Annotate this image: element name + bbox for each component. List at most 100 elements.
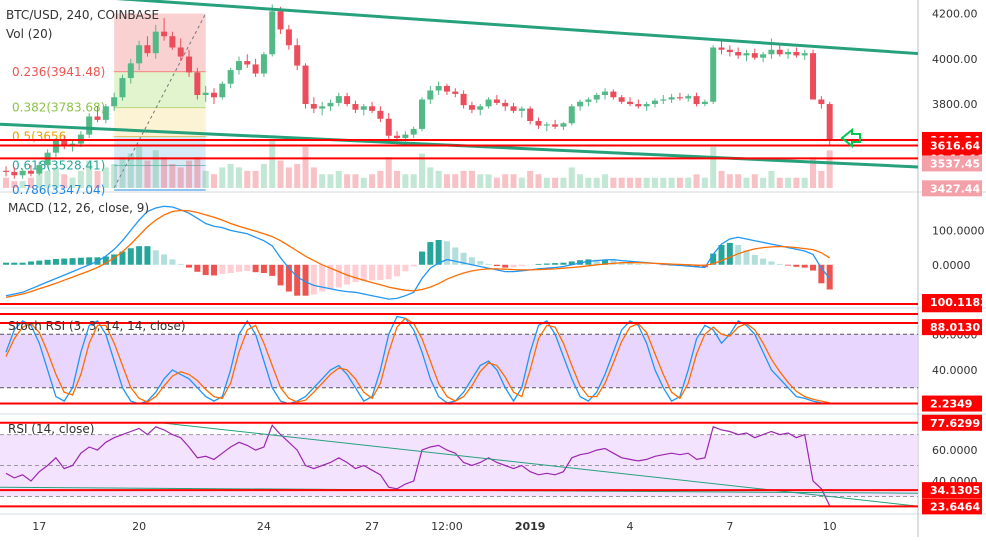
volume-bar	[702, 178, 708, 188]
macd-hist-bar	[253, 265, 259, 272]
volume-bar	[527, 171, 533, 188]
volume-bar	[569, 167, 575, 188]
candle-body	[278, 11, 284, 29]
macd-hist-bar	[469, 257, 475, 264]
candle-body	[436, 86, 442, 91]
macd-hist-bar	[486, 264, 492, 265]
macd-hist-bar	[743, 250, 749, 264]
candle-body	[735, 52, 741, 55]
rsi-tag: 34.1305	[922, 482, 982, 498]
volume-bar	[785, 178, 791, 188]
volume-bar	[278, 161, 284, 188]
macd-hist-bar	[194, 265, 200, 272]
candle-body	[95, 116, 101, 119]
volume-bar	[203, 171, 209, 188]
candle-body	[244, 61, 250, 64]
volume-bar	[186, 161, 192, 188]
price-tick-label: 4200.00	[932, 8, 978, 21]
stoch-rsi-title[interactable]: Stoch RSI (3, 3, 14, 14, close)	[8, 319, 186, 333]
volume-bar	[594, 178, 600, 188]
candle-body	[743, 53, 749, 55]
macd-hist-bar	[427, 242, 433, 265]
macd-hist-bar	[336, 265, 342, 288]
volume-bar	[602, 174, 608, 188]
candle-body	[768, 50, 774, 55]
candle-body	[219, 84, 225, 98]
macd-title[interactable]: MACD (12, 26, close, 9)	[8, 201, 149, 215]
volume-bar	[78, 171, 84, 188]
volume-bar	[11, 181, 17, 188]
rsi-title[interactable]: RSI (14, close)	[8, 422, 94, 436]
candle-body	[461, 94, 467, 105]
candle-body	[386, 119, 392, 136]
macd-hist-bar	[153, 250, 159, 264]
macd-hist-bar	[128, 248, 134, 265]
macd-hist-bar	[269, 265, 275, 276]
symbol-label[interactable]: BTC/USD, 240, COINBASE	[6, 8, 159, 22]
price-tag-text: 3427.44	[930, 182, 980, 195]
candle-body	[552, 124, 558, 126]
macd-hist-bar	[61, 259, 67, 265]
candle-body	[818, 100, 824, 105]
candle-body	[535, 121, 541, 126]
candle-body	[677, 97, 683, 98]
macd-hist-bar	[411, 265, 417, 267]
macd-hist-bar	[785, 265, 791, 266]
volume-bar	[793, 178, 799, 188]
volume-bar	[169, 164, 175, 188]
volume-bar	[3, 178, 9, 188]
candle-body	[294, 45, 300, 65]
volume-bar	[477, 174, 483, 188]
candle-body	[194, 72, 200, 95]
macd-hist-bar	[494, 265, 500, 266]
candle-body	[11, 172, 17, 175]
time-tick-label: 24	[257, 520, 271, 533]
rsi-tag-text: 23.6464	[930, 500, 980, 513]
fib-label: 0.382(3783.68)	[12, 101, 105, 115]
volume-bar	[727, 174, 733, 188]
macd-hist-bar	[635, 264, 641, 265]
macd-hist-bar	[161, 254, 167, 264]
volume-bar	[644, 178, 650, 188]
candle-body	[486, 100, 492, 107]
macd-hist-bar	[727, 243, 733, 265]
macd-hist-bar	[36, 261, 42, 265]
volume-bar	[610, 178, 616, 188]
volume-bar	[261, 164, 267, 188]
stoch-tag: 88.0130	[922, 319, 982, 335]
fib-label: 0.236(3941.48)	[12, 65, 105, 79]
candle-body	[228, 70, 234, 84]
volume-bar	[685, 178, 691, 188]
volume-bar	[452, 174, 458, 188]
volume-bar	[244, 171, 250, 188]
volume-bar	[502, 174, 508, 188]
candle-body	[286, 29, 292, 45]
volume-bar	[635, 178, 641, 188]
price-axis[interactable]: 4200.004000.003800.00100.00000.000080.00…	[922, 8, 986, 515]
macd-hist-bar	[477, 261, 483, 265]
macd-hist-bar	[45, 260, 51, 265]
candle-body	[377, 111, 383, 119]
volume-bar	[161, 157, 167, 188]
price-tag-text: 3537.45	[930, 157, 980, 170]
volume-bar	[710, 147, 716, 188]
candle-body	[427, 90, 433, 99]
volume-bar	[519, 178, 525, 188]
volume-bar	[103, 167, 109, 188]
candle-body	[452, 92, 458, 94]
macd-hist-bar	[203, 265, 209, 275]
candle-body	[103, 106, 109, 120]
volume-bar	[535, 174, 541, 188]
candle-body	[86, 116, 92, 134]
macd-hist-bar	[53, 259, 59, 265]
candle-body	[635, 104, 641, 106]
volume-bar	[619, 178, 625, 188]
candle-body	[760, 54, 766, 57]
macd-hist-bar	[228, 265, 234, 273]
time-tick-label: 10	[823, 520, 837, 533]
volume-bar	[144, 161, 150, 188]
rsi-tag: 77.6299	[922, 415, 982, 431]
volume-bar	[361, 178, 367, 188]
